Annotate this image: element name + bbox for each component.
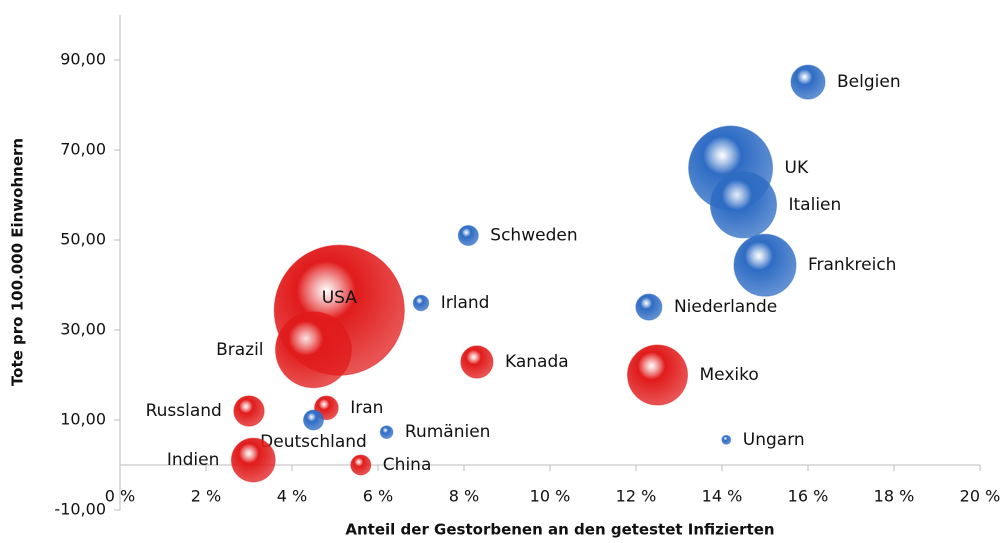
point-label: Ungarn bbox=[743, 430, 805, 450]
chart: Anteil der Gestorbenen an den getestet I… bbox=[0, 0, 1008, 543]
bubble bbox=[231, 438, 275, 482]
x-tick-label: 12 % bbox=[616, 487, 657, 506]
x-tick-label: 14 % bbox=[702, 487, 743, 506]
bubble bbox=[351, 455, 371, 475]
bubble bbox=[380, 426, 393, 439]
y-tick-label: 70,00 bbox=[60, 140, 106, 159]
x-tick-label: 6 % bbox=[363, 487, 393, 506]
bubble bbox=[791, 65, 825, 99]
x-axis-title: Anteil der Gestorbenen an den getestet I… bbox=[345, 521, 774, 539]
point-label: Russland bbox=[146, 401, 222, 421]
y-tick-label: 10,00 bbox=[60, 410, 106, 429]
x-tick-label: 2 % bbox=[191, 487, 221, 506]
point-label: Belgien bbox=[837, 72, 901, 92]
bubble bbox=[276, 312, 352, 388]
bubble bbox=[628, 345, 688, 405]
bubble bbox=[304, 410, 324, 430]
y-tick-label: 30,00 bbox=[60, 320, 106, 339]
x-tick-label: 0 % bbox=[105, 487, 135, 506]
point-label: Brazil bbox=[216, 340, 263, 360]
x-tick-label: 20 % bbox=[960, 487, 1001, 506]
x-tick-label: 16 % bbox=[788, 487, 829, 506]
point-label: Kanada bbox=[505, 352, 569, 372]
bubble bbox=[413, 295, 428, 310]
point-label: USA bbox=[322, 288, 358, 308]
point-label: Schweden bbox=[490, 226, 577, 246]
x-tick-label: 10 % bbox=[530, 487, 571, 506]
point-label: Iran bbox=[350, 398, 383, 418]
point-label: Frankreich bbox=[808, 255, 897, 275]
bubble bbox=[722, 435, 731, 444]
point-label: Deutschland bbox=[260, 432, 367, 452]
x-tick-label: 18 % bbox=[874, 487, 915, 506]
y-tick-label: 50,00 bbox=[60, 230, 106, 249]
point-label: China bbox=[383, 455, 432, 475]
point-label: Indien bbox=[167, 450, 220, 470]
bubble bbox=[710, 172, 776, 238]
bubble bbox=[734, 234, 796, 296]
y-tick-label: 90,00 bbox=[60, 50, 106, 69]
point-label: Rumänien bbox=[405, 422, 491, 442]
bubble bbox=[636, 294, 662, 320]
bubble bbox=[458, 226, 478, 246]
point-label: Irland bbox=[441, 293, 490, 313]
point-label: Italien bbox=[789, 195, 842, 215]
point-label: Niederlande bbox=[674, 297, 777, 317]
x-tick-label: 4 % bbox=[277, 487, 307, 506]
y-axis-title: Tote pro 100.000 Einwohnern bbox=[9, 138, 27, 386]
bubble bbox=[234, 396, 264, 426]
point-label: Mexiko bbox=[700, 365, 759, 385]
y-tick-label: -10,00 bbox=[54, 500, 106, 519]
point-label: UK bbox=[785, 158, 809, 178]
bubble bbox=[461, 346, 493, 378]
x-tick-label: 8 % bbox=[449, 487, 479, 506]
